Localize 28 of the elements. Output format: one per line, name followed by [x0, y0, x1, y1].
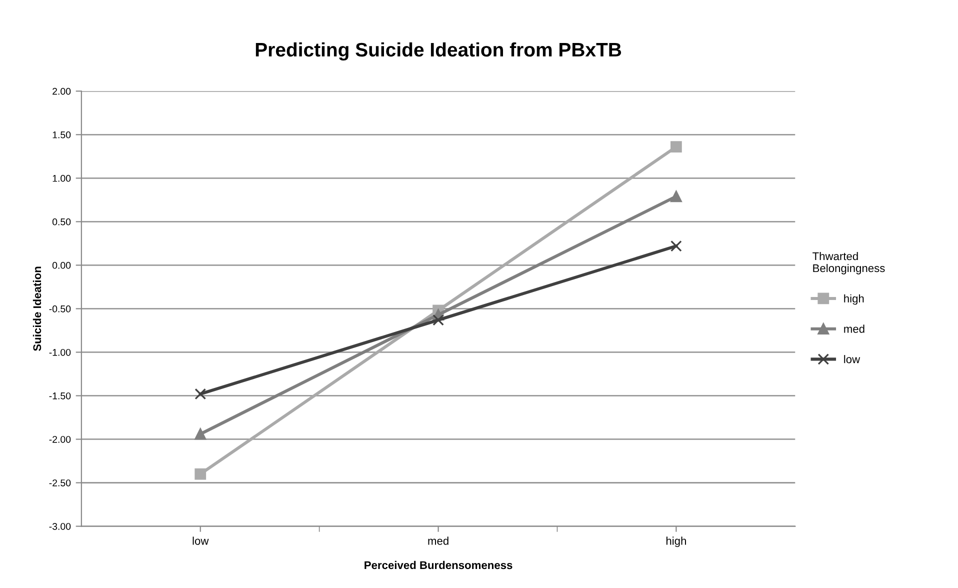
y-tick-label: 1.50	[52, 131, 71, 138]
y-tick-label: 2.00	[52, 88, 71, 95]
legend-title: Thwarted Belongingness	[812, 252, 885, 274]
legend-label: med	[844, 324, 864, 333]
point	[670, 190, 682, 202]
y-tick-label: -2.00	[49, 436, 71, 443]
legend-label: low	[844, 355, 860, 364]
y-tick-label: -3.00	[49, 522, 71, 530]
y-tick-label: -0.50	[49, 305, 71, 312]
x-tick-label: high	[666, 536, 686, 548]
y-tick-label: -2.50	[49, 479, 71, 486]
legend-label: high	[844, 294, 864, 305]
y-tick-label: -1.00	[49, 348, 71, 356]
y-axis-title: Suicide Ideation	[32, 266, 42, 351]
point	[670, 141, 682, 153]
y-tick-label: 0.00	[52, 262, 71, 269]
point	[432, 314, 444, 326]
chart-title: Predicting Suicide Ideation from PBxTB	[256, 42, 622, 61]
x-tick-label: med	[428, 536, 448, 545]
point	[194, 468, 206, 480]
x-tick-label: low	[192, 536, 209, 545]
y-tick-label: 0.50	[52, 218, 71, 226]
y-tick-label: 1.00	[52, 174, 71, 182]
point	[670, 240, 682, 252]
point	[194, 428, 206, 440]
x-axis-title: Perceived Burdensomeness	[364, 560, 512, 570]
y-tick-label: -1.50	[49, 392, 71, 400]
point	[194, 388, 206, 400]
